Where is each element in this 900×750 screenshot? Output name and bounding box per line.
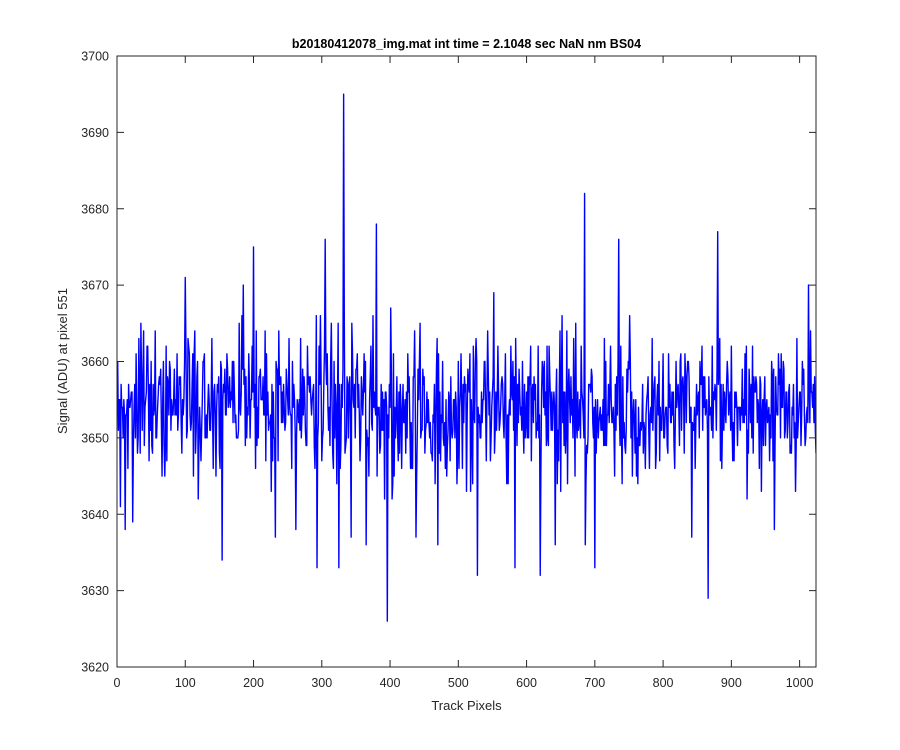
y-tick-label: 3680 bbox=[81, 202, 109, 216]
y-tick-label: 3640 bbox=[81, 508, 109, 522]
x-tick-label: 700 bbox=[584, 676, 605, 690]
x-tick-label: 500 bbox=[448, 676, 469, 690]
y-tick-label: 3650 bbox=[81, 431, 109, 445]
y-tick-label: 3630 bbox=[81, 584, 109, 598]
x-tick-label: 400 bbox=[380, 676, 401, 690]
y-tick-label: 3670 bbox=[81, 279, 109, 293]
series-layer bbox=[117, 93, 816, 622]
y-tick-label: 3700 bbox=[81, 50, 109, 64]
y-axis-label: Signal (ADU) at pixel 551 bbox=[55, 288, 70, 434]
ticks-layer: 0 100 200 300 400 500 600 700 800 900 1000 3620 3630… bbox=[81, 50, 816, 690]
x-tick-label: 300 bbox=[311, 676, 332, 690]
x-tick-label: 1000 bbox=[786, 676, 814, 690]
x-tick-label: 900 bbox=[721, 676, 742, 690]
chart-title: b20180412078_img.mat int time = 2.1048 s… bbox=[292, 37, 641, 51]
x-tick-label: 0 bbox=[114, 676, 121, 690]
y-tick-label: 3660 bbox=[81, 355, 109, 369]
x-tick-label: 100 bbox=[175, 676, 196, 690]
x-tick-label: 800 bbox=[653, 676, 674, 690]
x-tick-label: 200 bbox=[243, 676, 264, 690]
x-tick-label: 600 bbox=[516, 676, 537, 690]
y-tick-label: 3620 bbox=[81, 661, 109, 675]
signal-series-line bbox=[117, 93, 816, 622]
x-axis-label: Track Pixels bbox=[431, 698, 502, 713]
y-tick-label: 3690 bbox=[81, 126, 109, 140]
plot-area bbox=[117, 56, 816, 667]
